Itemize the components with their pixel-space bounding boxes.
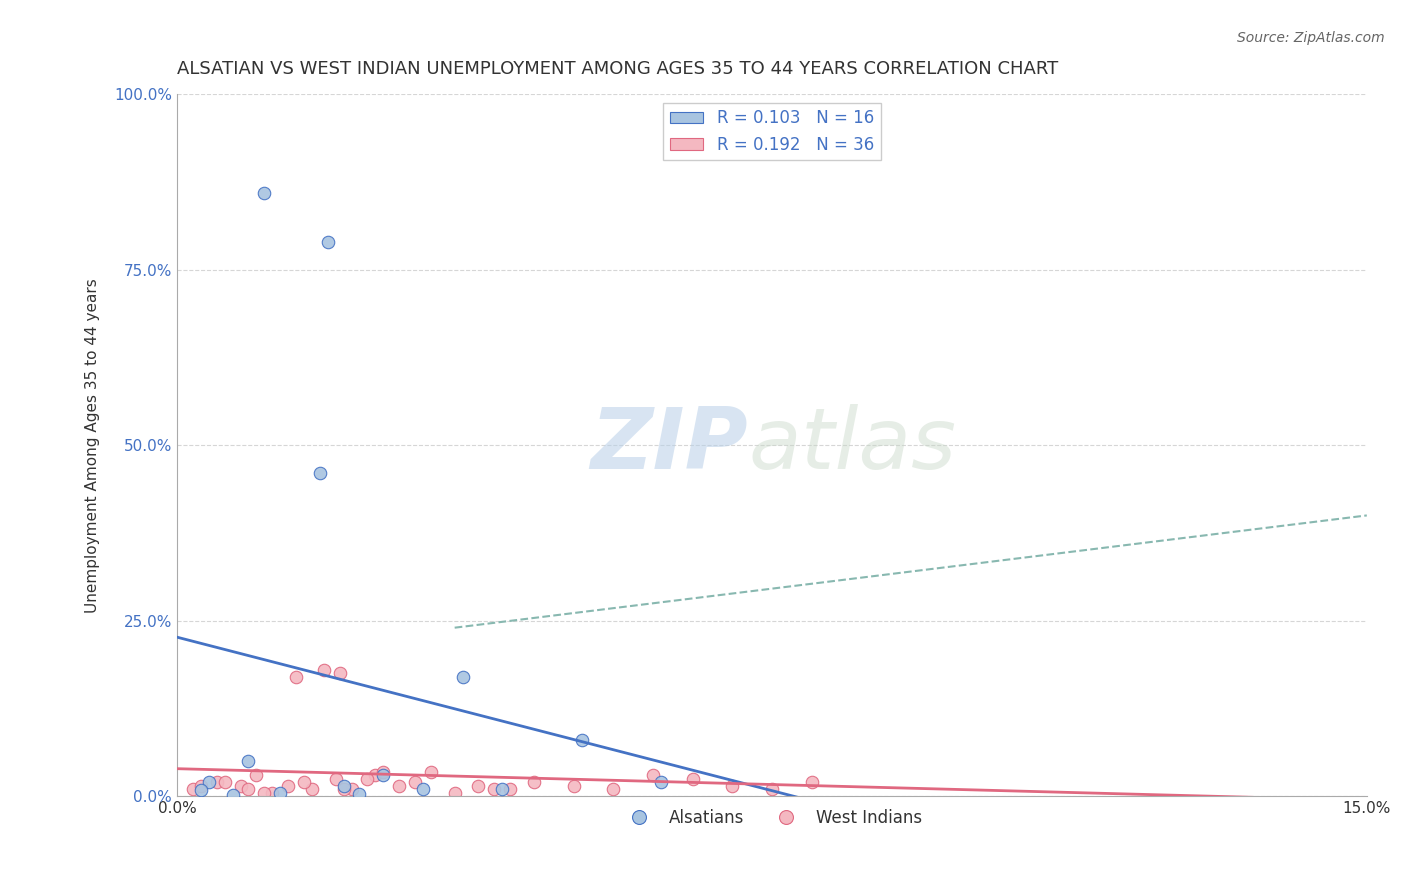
Text: atlas: atlas (748, 404, 956, 487)
Y-axis label: Unemployment Among Ages 35 to 44 years: Unemployment Among Ages 35 to 44 years (86, 278, 100, 613)
Text: Source: ZipAtlas.com: Source: ZipAtlas.com (1237, 31, 1385, 45)
Legend: Alsatians, West Indians: Alsatians, West Indians (616, 802, 928, 833)
Text: ALSATIAN VS WEST INDIAN UNEMPLOYMENT AMONG AGES 35 TO 44 YEARS CORRELATION CHART: ALSATIAN VS WEST INDIAN UNEMPLOYMENT AMO… (177, 60, 1059, 78)
Text: ZIP: ZIP (591, 404, 748, 487)
